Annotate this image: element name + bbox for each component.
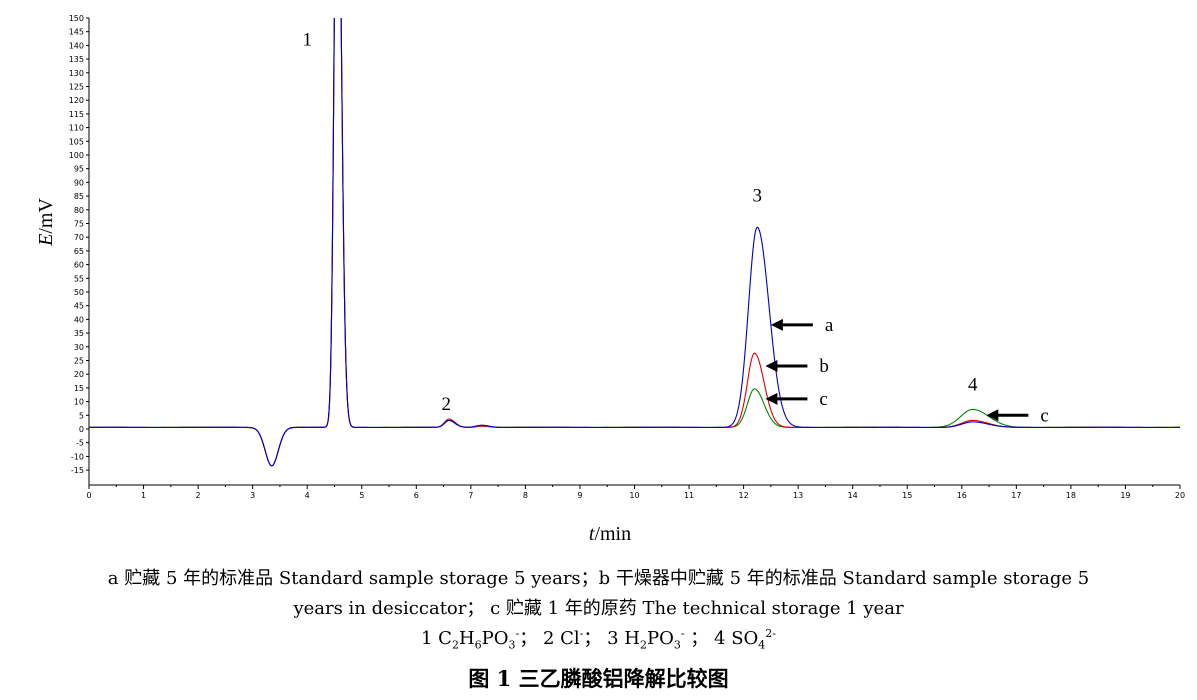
chromatogram-chart: 1501451401351301251201151101051009590858… (35, 14, 1185, 545)
x-tick-label: 17 (1011, 491, 1021, 500)
series-line-a (89, 18, 1180, 467)
y-tick-label: 0 (79, 425, 84, 434)
series-line-b (89, 18, 1180, 467)
x-tick-label: 7 (468, 491, 473, 500)
y-tick-label: -15 (71, 466, 84, 475)
y-tick-label: 125 (69, 83, 84, 92)
legend-caption-line-1: a 贮藏 5 年的标准品 Standard sample storage 5 y… (107, 568, 1090, 589)
x-tick-label: 4 (305, 491, 310, 500)
x-tick-label: 8 (523, 491, 528, 500)
y-tick-label: 40 (74, 315, 84, 324)
x-tick-label: 0 (86, 491, 91, 500)
y-tick-label: 30 (74, 343, 84, 352)
x-tick-label: 6 (414, 491, 419, 500)
peak-4-identity: 4 SO42- (708, 627, 777, 652)
y-tick-label: 55 (74, 274, 84, 283)
x-tick-label: 19 (1120, 491, 1130, 500)
y-tick-label: 115 (69, 110, 84, 119)
arrow-annotation-b: b (765, 356, 829, 377)
arrow-annotation-a: a (770, 315, 834, 336)
y-tick-label: 25 (74, 357, 84, 366)
y-tick-label: 80 (74, 206, 84, 215)
x-tick-label: 9 (577, 491, 582, 500)
x-tick-label: 16 (957, 491, 967, 500)
y-tick-label: 5 (79, 411, 84, 420)
arrow-label: b (819, 356, 829, 377)
y-axis-label: E/mV (35, 198, 57, 247)
x-tick-label: 11 (684, 491, 694, 500)
x-tick-label: 1 (141, 491, 146, 500)
y-tick-label: 75 (74, 220, 84, 229)
y-tick-label: 120 (69, 96, 84, 105)
y-tick-label: 145 (69, 28, 84, 37)
x-tick-label: 12 (739, 491, 749, 500)
arrow-head (986, 409, 999, 422)
y-tick-label: -10 (71, 452, 84, 461)
y-tick-label: -5 (76, 439, 84, 448)
peak-2-identity: 2 Cl-； (537, 627, 602, 649)
y-tick-label: 45 (74, 302, 84, 311)
x-tick-label: 14 (848, 491, 858, 500)
arrow-label: a (825, 315, 834, 336)
figure-title: 图 1 三乙膦酸铝降解比较图 (468, 666, 729, 691)
arrow-annotation-c: c (765, 389, 828, 410)
y-tick-label: 20 (74, 370, 84, 379)
y-tick-label: 150 (69, 14, 84, 23)
peak-3-identity: 3 H2PO3- ； (601, 627, 709, 652)
arrow-annotation-c: c (986, 405, 1049, 426)
peak-label-4: 4 (968, 375, 978, 396)
peak-label-2: 2 (442, 394, 452, 415)
arrow-label: c (819, 389, 827, 410)
peak-label-1: 1 (302, 29, 312, 50)
y-tick-label: 130 (69, 69, 84, 78)
y-tick-label: 90 (74, 178, 84, 187)
y-tick-label: 135 (69, 55, 84, 64)
y-tick-label: 50 (74, 288, 84, 297)
peak-1-identity: 1 C2H6PO3-； (420, 627, 538, 652)
y-tick-label: 110 (69, 124, 84, 133)
series-group (89, 18, 1180, 467)
x-tick-label: 18 (1066, 491, 1076, 500)
x-axis-label: t/min (589, 523, 631, 545)
legend-caption-line-2: years in desiccator； c 贮藏 1 年的原药 The tec… (293, 598, 904, 619)
x-tick-label: 5 (359, 491, 364, 500)
y-tick-label: 10 (74, 398, 84, 407)
y-tick-label: 105 (69, 137, 84, 146)
x-tick-label: 20 (1175, 491, 1185, 500)
y-tick-label: 65 (74, 247, 84, 256)
x-tick-label: 13 (793, 491, 803, 500)
y-tick-label: 140 (69, 41, 84, 50)
y-tick-label: 100 (69, 151, 84, 160)
axes: 1501451401351301251201151101051009590858… (69, 14, 1185, 500)
x-tick-label: 2 (196, 491, 201, 500)
arrow-head (765, 392, 778, 405)
y-tick-label: 85 (74, 192, 84, 201)
peak-label-3: 3 (752, 186, 762, 207)
y-tick-label: 95 (74, 165, 84, 174)
arrow-head (765, 359, 778, 372)
x-tick-label: 3 (250, 491, 255, 500)
y-tick-label: 60 (74, 261, 84, 270)
peak-identity-caption: 1 C2H6PO3-； 2 Cl-； 3 H2PO3- ； 4 SO42- (0, 624, 1197, 652)
x-tick-label: 15 (902, 491, 912, 500)
y-tick-label: 35 (74, 329, 84, 338)
y-tick-label: 70 (74, 233, 84, 242)
x-tick-label: 10 (629, 491, 639, 500)
series-line-c (89, 18, 1180, 467)
arrow-head (770, 318, 783, 331)
arrow-label: c (1040, 405, 1048, 426)
y-tick-label: 15 (74, 384, 84, 393)
